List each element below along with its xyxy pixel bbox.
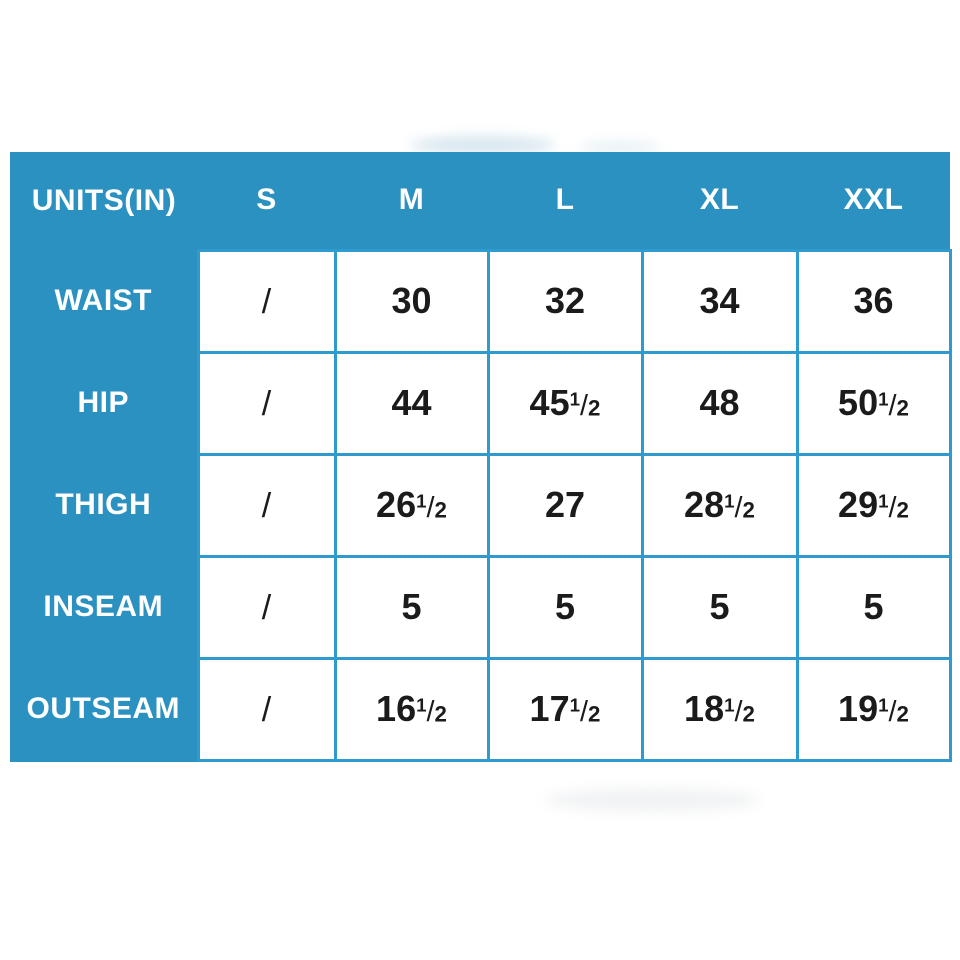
- size-value-cell: 34: [640, 248, 799, 354]
- row-label-outseam: OUTSEAM: [26, 692, 180, 726]
- fraction-denominator: 2: [742, 497, 755, 523]
- size-value-cell: 27: [486, 452, 644, 558]
- size-value-cell: 171/2: [486, 656, 644, 763]
- size-table: UNITS(IN) S M L XL XXL WAIST/30 32 34 36 HIP/44 4…: [10, 152, 952, 763]
- fraction-numerator: 1: [569, 694, 580, 716]
- row-label-hip: HIP: [77, 386, 129, 420]
- fraction-slash: /: [580, 696, 589, 729]
- size-value-cell: 451/2: [486, 350, 644, 456]
- no-value-slash: /: [261, 589, 272, 628]
- size-value-cell: 261/2: [333, 452, 490, 558]
- column-header-xl: XL: [699, 183, 740, 217]
- column-header-xxl: XXL: [843, 183, 904, 217]
- size-value-cell: 161/2: [333, 656, 490, 763]
- size-value-cell: 191/2: [795, 656, 952, 763]
- fraction-slash: /: [426, 492, 435, 525]
- no-value-slash: /: [261, 691, 272, 730]
- size-value-cell: 5: [333, 554, 490, 660]
- column-header-m: M: [398, 183, 425, 217]
- fraction-slash: /: [580, 390, 589, 423]
- size-value-cell: /: [196, 554, 337, 660]
- photo-artifact-top-right: [580, 142, 660, 153]
- no-value-slash: /: [261, 385, 272, 424]
- row-label-inseam: INSEAM: [43, 590, 164, 624]
- photo-artifact-top-left: [410, 136, 555, 154]
- fraction-numerator: 1: [878, 490, 889, 512]
- fraction-slash: /: [426, 696, 435, 729]
- size-value-cell: 48: [640, 350, 799, 456]
- size-value-cell: 36: [795, 248, 952, 354]
- fraction-numerator: 1: [878, 388, 889, 410]
- table-row-waist: WAIST / 30 32 34 36: [10, 248, 952, 354]
- fraction-denominator: 2: [742, 702, 755, 728]
- fraction-numerator: 1: [569, 388, 580, 410]
- fraction-numerator: 1: [878, 694, 889, 716]
- fraction-numerator: 1: [724, 694, 735, 716]
- fraction-numerator: 1: [416, 490, 427, 512]
- size-value-cell: 291/2: [795, 452, 952, 558]
- column-header-s: S: [256, 183, 277, 217]
- size-value-cell: 30: [333, 248, 490, 354]
- photo-artifact-bottom: [545, 788, 760, 812]
- header-row: UNITS(IN) S M L XL XXL: [10, 152, 950, 250]
- fraction-numerator: 1: [724, 490, 735, 512]
- fraction-denominator: 2: [896, 395, 909, 421]
- size-value-cell: 44: [333, 350, 490, 456]
- fraction-slash: /: [734, 492, 743, 525]
- size-value-cell: /: [196, 452, 337, 558]
- fraction-slash: /: [888, 390, 897, 423]
- fraction-denominator: 2: [896, 497, 909, 523]
- fraction-denominator: 2: [588, 702, 601, 728]
- size-value-cell: 32: [486, 248, 644, 354]
- size-value-cell: 501/2: [795, 350, 952, 456]
- size-value-cell: 5: [640, 554, 799, 660]
- fraction-slash: /: [888, 492, 897, 525]
- table-row-thigh: THIGH/261/2 27 281/2 291/2: [10, 452, 952, 558]
- row-label-thigh: THIGH: [55, 488, 152, 522]
- size-value-cell: /: [196, 350, 337, 456]
- size-value-cell: 5: [486, 554, 644, 660]
- fraction-slash: /: [734, 696, 743, 729]
- fraction-denominator: 2: [588, 395, 601, 421]
- fraction-denominator: 2: [434, 497, 447, 523]
- table-row-inseam: INSEAM/5 5 5 5: [10, 554, 952, 660]
- fraction-denominator: 2: [434, 702, 447, 728]
- size-chart-panel: UNITS(IN) S M L XL XXL WAIST/30 32 34 36 HIP/44 4…: [10, 152, 952, 763]
- size-table-body: WAIST/30 32 34 36 HIP/44 451/2 48 501/2 THIGH/26…: [10, 248, 952, 763]
- column-header-l: L: [555, 183, 575, 217]
- fraction-denominator: 2: [896, 702, 909, 728]
- size-value-cell: /: [196, 248, 337, 354]
- size-value-cell: 5: [795, 554, 952, 660]
- table-row-hip: HIP / 44 451/2 48 501/2: [10, 350, 952, 456]
- table-row-outseam: OUTSEAM/161/2 171/2 181/2 191/2: [10, 656, 952, 763]
- fraction-slash: /: [888, 696, 897, 729]
- units-header: UNITS(IN): [31, 184, 177, 217]
- fraction-numerator: 1: [416, 694, 427, 716]
- no-value-slash: /: [261, 283, 272, 322]
- size-value-cell: /: [196, 656, 337, 763]
- size-value-cell: 181/2: [640, 656, 799, 763]
- row-label-waist: WAIST: [54, 284, 152, 318]
- size-value-cell: 281/2: [640, 452, 799, 558]
- no-value-slash: /: [261, 487, 272, 526]
